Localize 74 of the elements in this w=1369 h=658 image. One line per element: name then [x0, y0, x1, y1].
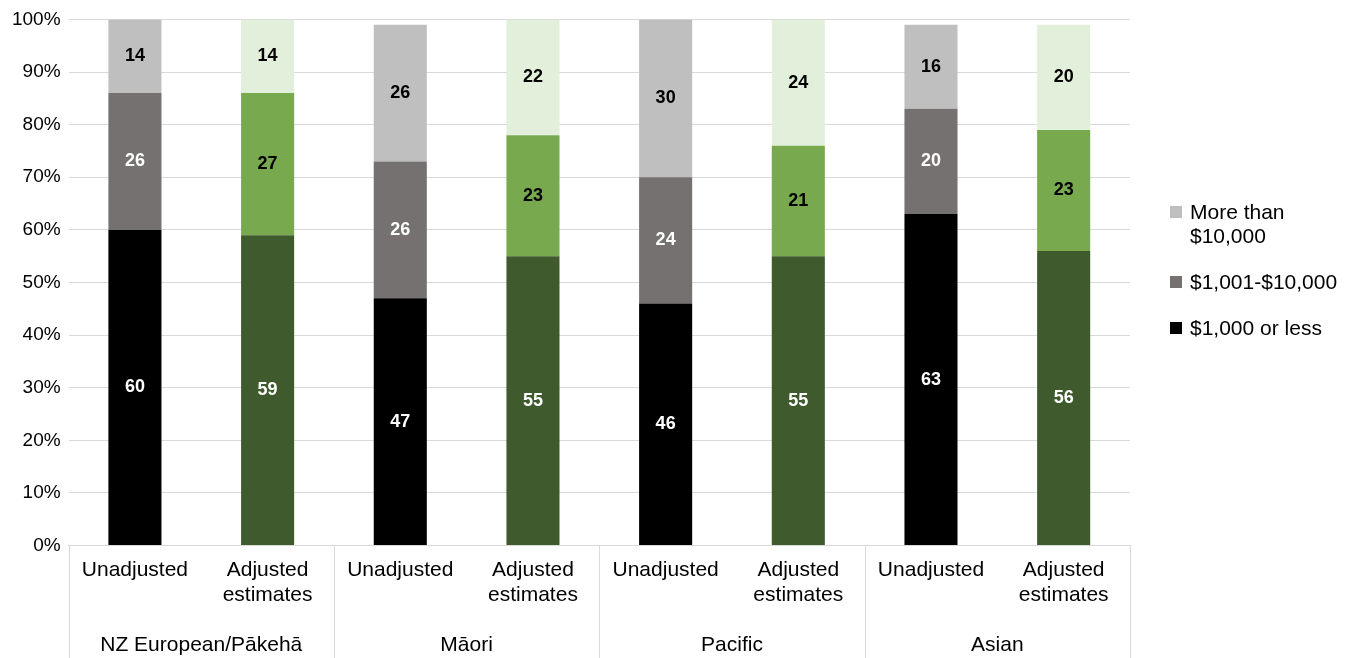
data-label: 14: [124, 45, 145, 66]
data-label: 26: [390, 218, 411, 239]
bar: [108, 93, 162, 230]
y-tick-label: 100%: [11, 7, 61, 29]
y-tick-label: 70%: [22, 165, 61, 187]
legend-label: More than $10,000: [1190, 200, 1286, 248]
bar: [1037, 24, 1091, 130]
bar: [108, 19, 162, 94]
data-label: 59: [257, 379, 278, 400]
data-label: 55: [788, 389, 809, 410]
y-tick-label: 0%: [33, 533, 61, 555]
data-label: 24: [655, 229, 676, 250]
data-label: 14: [257, 45, 278, 66]
y-tick-label: 20%: [22, 428, 61, 450]
x-tick-label: Unadjusted: [347, 557, 454, 580]
data-label: 16: [920, 55, 941, 76]
legend-label: $1,000 or less: [1190, 316, 1322, 340]
bar: [771, 256, 825, 546]
bar: [241, 235, 295, 546]
bar: [771, 19, 825, 146]
bar: [241, 19, 295, 94]
data-label: 24: [788, 71, 809, 92]
bar: [771, 145, 825, 257]
bar: [373, 161, 427, 299]
data-label: 47: [390, 410, 411, 431]
data-label: 46: [655, 413, 676, 434]
data-label: 23: [1053, 179, 1074, 200]
data-label: 56: [1053, 386, 1074, 407]
data-label: 20: [1053, 66, 1074, 87]
bar: [373, 298, 427, 546]
bar: [639, 177, 693, 304]
y-tick-label: 50%: [22, 270, 61, 292]
data-label: 30: [655, 87, 676, 108]
data-label: 20: [920, 150, 941, 171]
bar: [1037, 129, 1091, 251]
data-label: 21: [788, 189, 809, 210]
bar: [904, 214, 958, 546]
bar: [639, 19, 693, 178]
y-tick-label: 10%: [22, 481, 61, 503]
text: Māori: [440, 632, 493, 656]
y-tick-label: 40%: [22, 323, 61, 345]
data-label: 55: [522, 389, 543, 410]
text: NZ European/Pākehā: [100, 632, 303, 656]
bar: [241, 93, 295, 236]
x-tick-label: Adjusted estimates: [1018, 557, 1109, 606]
bar: [373, 24, 427, 162]
bar: [108, 229, 162, 546]
bar: [639, 303, 693, 546]
bar: [904, 108, 958, 215]
bar: [1037, 250, 1091, 546]
x-tick-label: Unadjusted: [81, 557, 189, 580]
data-label: 23: [522, 184, 543, 205]
x-tick-label: Unadjusted: [612, 557, 719, 580]
data-label: 22: [522, 66, 543, 87]
y-tick-label: 60%: [22, 218, 61, 240]
legend-label: $1,001-$10,000: [1190, 270, 1338, 294]
bar: [904, 24, 958, 109]
y-tick-label: 80%: [22, 112, 61, 134]
bar: [506, 135, 560, 257]
data-label: 26: [390, 82, 411, 103]
bar: [506, 256, 560, 546]
data-label: 26: [124, 150, 145, 171]
data-label: 60: [124, 376, 145, 397]
text: Asian: [971, 632, 1024, 656]
bar: [506, 19, 560, 136]
x-tick-label: Unadjusted: [877, 557, 985, 580]
x-tick-label: Adjusted estimates: [488, 557, 578, 606]
data-label: 27: [257, 153, 278, 174]
y-tick-label: 30%: [22, 375, 61, 397]
text: Pacific: [701, 632, 763, 656]
x-tick-label: Adjusted estimates: [222, 557, 313, 606]
y-tick-label: 90%: [22, 60, 61, 82]
data-label: 63: [920, 368, 941, 389]
x-tick-label: Adjusted estimates: [753, 557, 844, 606]
